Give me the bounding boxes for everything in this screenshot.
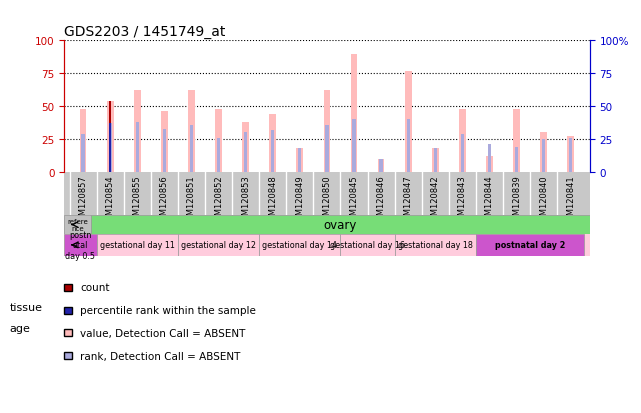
- Text: GSM120848: GSM120848: [268, 175, 277, 225]
- Text: gestational day 12: gestational day 12: [181, 241, 256, 250]
- Bar: [79, 109, 87, 173]
- Text: count: count: [80, 282, 110, 293]
- Bar: [395, 235, 476, 256]
- Bar: [325, 125, 329, 173]
- Text: gestational day 18: gestational day 18: [398, 241, 472, 250]
- Text: GSM120850: GSM120850: [322, 175, 331, 225]
- Bar: [296, 149, 303, 173]
- Bar: [259, 235, 340, 256]
- Bar: [178, 235, 259, 256]
- Bar: [353, 120, 356, 173]
- Text: GSM120849: GSM120849: [296, 175, 304, 225]
- Text: gestational day 14: gestational day 14: [262, 241, 337, 250]
- Text: GSM120852: GSM120852: [214, 175, 223, 225]
- Text: postn
atal
day 0.5: postn atal day 0.5: [65, 230, 96, 260]
- Bar: [163, 129, 166, 173]
- Text: postnatal day 2: postnatal day 2: [495, 241, 565, 250]
- Text: refere
nce: refere nce: [67, 219, 88, 231]
- Text: GSM120846: GSM120846: [377, 175, 386, 225]
- Bar: [461, 135, 464, 173]
- Text: GSM120857: GSM120857: [79, 175, 88, 225]
- Bar: [340, 235, 395, 256]
- Text: GSM120843: GSM120843: [458, 175, 467, 225]
- Text: GSM120840: GSM120840: [539, 175, 548, 225]
- Text: gestational day 11: gestational day 11: [100, 241, 175, 250]
- Bar: [378, 159, 385, 173]
- Bar: [190, 125, 193, 173]
- Bar: [271, 131, 274, 173]
- Text: value, Detection Call = ABSENT: value, Detection Call = ABSENT: [80, 328, 246, 338]
- Text: GSM120839: GSM120839: [512, 175, 521, 225]
- Bar: [434, 149, 437, 173]
- Bar: [298, 149, 301, 173]
- Bar: [515, 147, 518, 173]
- Bar: [81, 135, 85, 173]
- Text: GSM120847: GSM120847: [404, 175, 413, 225]
- Bar: [242, 123, 249, 173]
- Bar: [406, 120, 410, 173]
- Text: age: age: [10, 323, 31, 333]
- Bar: [188, 91, 195, 173]
- Bar: [108, 124, 112, 173]
- Bar: [107, 102, 113, 173]
- Bar: [459, 109, 466, 173]
- Bar: [486, 157, 493, 173]
- Bar: [405, 71, 412, 173]
- Text: GSM120841: GSM120841: [566, 175, 575, 225]
- Text: GSM120853: GSM120853: [241, 175, 250, 225]
- Text: GSM120856: GSM120856: [160, 175, 169, 225]
- Bar: [379, 159, 383, 173]
- Bar: [64, 235, 97, 256]
- Bar: [513, 109, 520, 173]
- Bar: [567, 137, 574, 173]
- Bar: [569, 138, 572, 173]
- Text: GSM120855: GSM120855: [133, 175, 142, 225]
- Bar: [269, 115, 276, 173]
- Bar: [97, 235, 178, 256]
- Text: rank, Detection Call = ABSENT: rank, Detection Call = ABSENT: [80, 351, 240, 361]
- Text: GDS2203 / 1451749_at: GDS2203 / 1451749_at: [64, 25, 226, 39]
- Bar: [109, 102, 112, 173]
- Bar: [244, 133, 247, 173]
- Bar: [110, 124, 111, 173]
- Text: GSM120842: GSM120842: [431, 175, 440, 225]
- Text: tissue: tissue: [10, 303, 42, 313]
- Bar: [215, 109, 222, 173]
- Bar: [136, 123, 139, 173]
- Text: GSM120851: GSM120851: [187, 175, 196, 225]
- Bar: [540, 133, 547, 173]
- Text: percentile rank within the sample: percentile rank within the sample: [80, 305, 256, 316]
- Bar: [64, 216, 91, 235]
- Bar: [351, 55, 358, 173]
- Bar: [161, 112, 168, 173]
- Bar: [476, 235, 585, 256]
- Text: GSM120844: GSM120844: [485, 175, 494, 225]
- Bar: [134, 91, 140, 173]
- Bar: [542, 140, 545, 173]
- Text: GSM120854: GSM120854: [106, 175, 115, 225]
- Bar: [432, 149, 438, 173]
- Text: ovary: ovary: [324, 218, 357, 232]
- Bar: [324, 91, 330, 173]
- Bar: [488, 145, 491, 173]
- Text: gestational day 16: gestational day 16: [330, 241, 405, 250]
- Text: GSM120845: GSM120845: [349, 175, 358, 225]
- Bar: [217, 138, 220, 173]
